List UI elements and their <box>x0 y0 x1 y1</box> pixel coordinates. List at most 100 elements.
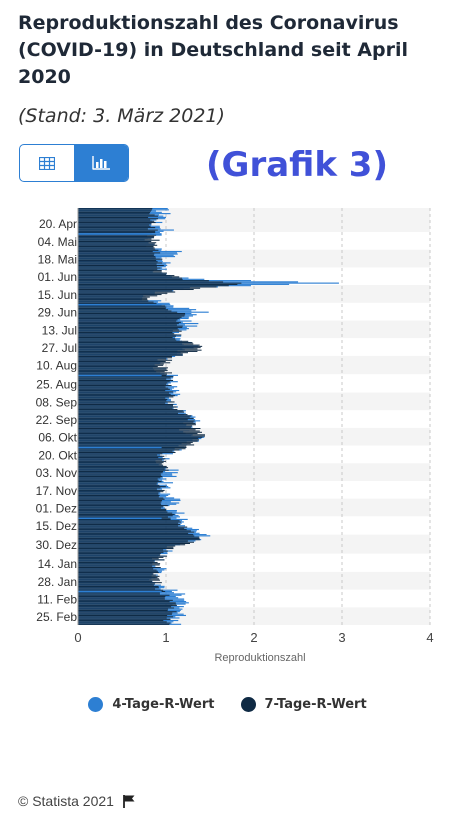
bar-7-tage <box>78 343 194 345</box>
bar-7-tage <box>78 594 170 596</box>
bar-7-tage <box>78 588 156 590</box>
bar-7-tage <box>78 391 174 393</box>
bar-7-tage <box>78 516 168 518</box>
bar-7-tage <box>78 542 190 545</box>
bar-7-tage <box>78 349 202 351</box>
bar-7-tage <box>78 505 168 507</box>
x-tick-label: 2 <box>250 630 257 645</box>
bar-7-tage <box>78 450 173 452</box>
bar-7-tage <box>78 363 164 365</box>
bar-7-tage <box>78 257 156 259</box>
bar-7-tage <box>78 350 198 352</box>
bar-7-tage <box>78 359 173 361</box>
bar-7-tage <box>78 530 191 532</box>
bar-7-tage <box>78 493 159 495</box>
bar-7-tage <box>78 247 155 249</box>
bar-7-tage <box>78 398 168 400</box>
bar-7-tage <box>78 364 164 366</box>
bar-7-tage <box>78 474 162 476</box>
bar-7-tage <box>78 489 165 491</box>
bar-7-tage <box>78 214 155 216</box>
bar-7-tage <box>78 436 203 438</box>
bar-7-tage <box>78 324 177 326</box>
y-tick-label: 08. Sep <box>36 395 78 409</box>
bar-7-tage <box>78 371 165 373</box>
bar-7-tage <box>78 326 183 328</box>
bar-7-tage <box>78 426 192 428</box>
bar-7-tage <box>78 622 171 624</box>
bar-7-tage <box>78 334 182 336</box>
bar-7-tage <box>78 503 162 505</box>
bar-7-tage <box>78 535 195 537</box>
bar-7-tage <box>78 331 173 333</box>
bar-7-tage <box>78 584 154 586</box>
bar-7-tage <box>78 242 157 244</box>
bar-7-tage <box>78 596 166 598</box>
chart-view-button[interactable] <box>74 145 128 181</box>
bar-7-tage <box>78 209 152 211</box>
bar-7-tage <box>78 429 196 431</box>
bar-7-tage <box>78 526 188 528</box>
bar-7-tage <box>78 570 158 572</box>
bar-7-tage <box>78 234 157 236</box>
bar-7-tage <box>78 454 158 456</box>
y-tick-label: 25. Feb <box>36 610 77 624</box>
bar-7-tage <box>78 415 192 417</box>
table-view-button[interactable] <box>20 145 74 181</box>
bar-7-tage <box>78 545 176 547</box>
bar-7-tage <box>78 376 174 378</box>
bar-7-tage <box>78 271 162 273</box>
legend-item-4-tage[interactable]: 4-Tage-R-Wert <box>88 697 215 712</box>
bar-7-tage <box>78 335 176 337</box>
bar-7-tage <box>78 314 186 316</box>
chart-legend: 4-Tage-R-Wert 7-Tage-R-Wert <box>0 697 455 712</box>
bar-highlight <box>78 233 162 235</box>
y-tick-label: 18. Mai <box>38 253 77 267</box>
legend-item-7-tage[interactable]: 7-Tage-R-Wert <box>240 697 367 712</box>
bar-7-tage <box>78 406 177 408</box>
bar-7-tage <box>78 524 181 526</box>
bar-7-tage <box>78 369 168 371</box>
bar-7-tage <box>78 479 159 481</box>
y-tick-label: 01. Dez <box>36 501 77 515</box>
bar-7-tage <box>78 470 164 472</box>
bar-7-tage <box>78 439 200 441</box>
bar-7-tage <box>78 286 217 288</box>
bar-7-tage <box>78 333 175 335</box>
bar-7-tage <box>78 210 151 212</box>
bar-7-tage <box>78 300 149 302</box>
bar-7-tage <box>78 544 186 546</box>
bar-7-tage <box>78 270 162 272</box>
bar-7-tage <box>78 494 160 496</box>
bar-7-tage <box>78 580 153 582</box>
bar-highlight <box>78 517 162 520</box>
bar-7-tage <box>78 325 183 327</box>
bar-7-tage <box>78 337 173 339</box>
bar-7-tage <box>78 469 169 471</box>
bar-7-tage <box>78 597 165 599</box>
bar-7-tage <box>78 396 174 398</box>
y-tick-label: 20. Okt <box>38 448 77 462</box>
bar-7-tage <box>78 222 156 224</box>
bar-7-tage <box>78 607 175 609</box>
bar-7-tage <box>78 246 154 248</box>
bar-7-tage <box>78 264 164 267</box>
bar-7-tage <box>78 445 187 447</box>
y-tick-label: 04. Mai <box>38 235 77 249</box>
bar-highlight <box>78 446 162 449</box>
y-tick-label: 14. Jan <box>38 557 77 571</box>
bar-7-tage <box>78 427 201 430</box>
bar-7-tage <box>78 285 229 287</box>
flag-icon[interactable] <box>122 794 136 808</box>
bar-7-tage <box>78 403 174 406</box>
bar-7-tage <box>78 464 164 466</box>
bar-highlight <box>78 590 162 593</box>
bar-7-tage <box>78 275 175 277</box>
bar-7-tage <box>78 443 191 445</box>
source-credit[interactable]: © Statista 2021 <box>18 793 114 809</box>
bar-7-tage <box>78 430 200 432</box>
bar-7-tage <box>78 278 183 280</box>
y-tick-label: 17. Nov <box>36 484 77 498</box>
bar-7-tage <box>78 558 159 560</box>
bar-7-tage <box>78 621 167 623</box>
